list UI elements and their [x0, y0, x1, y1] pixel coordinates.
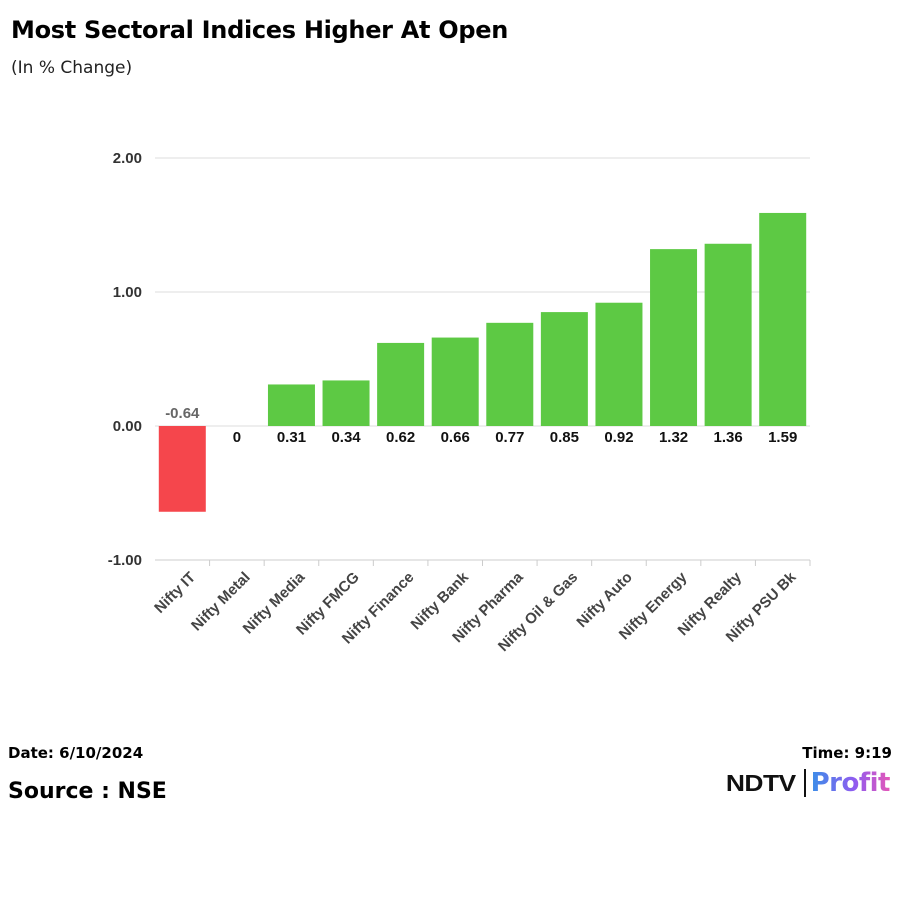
value-label: 1.36 [714, 429, 743, 446]
y-axis-ticks: -1.00 0.00 1.00 2.00 [108, 150, 142, 569]
time-label: Time: 9:19 [802, 744, 892, 762]
value-label: 0.92 [604, 429, 633, 446]
value-label: -0.64 [165, 405, 200, 422]
date-label: Date: 6/10/2024 [8, 744, 144, 762]
source-label: Source : NSE [8, 779, 167, 804]
y-tick-label: 0.00 [113, 418, 142, 435]
value-label: 0.62 [386, 429, 415, 446]
y-tick-label: 1.00 [113, 284, 142, 301]
value-label: 0.31 [277, 429, 306, 446]
value-label: 0.77 [495, 429, 524, 446]
x-tick-label: Nifty IT [151, 569, 199, 617]
logo-divider [803, 769, 806, 797]
value-label: 1.32 [659, 429, 688, 446]
logo-ndtv-text: NDTV [725, 769, 796, 796]
bar [650, 249, 698, 426]
bar [540, 312, 588, 426]
ndtv-profit-logo: NDTV Profit [726, 766, 891, 800]
value-label: 0.85 [550, 429, 579, 446]
bar [704, 243, 752, 426]
bar [267, 384, 315, 426]
value-label: 0.66 [441, 429, 470, 446]
chart-title: Most Sectoral Indices Higher At Open [11, 16, 509, 44]
y-tick-label: -1.00 [108, 552, 142, 569]
logo-profit-text: Profit [810, 768, 891, 798]
bar [158, 426, 206, 512]
bar [377, 342, 425, 426]
value-labels: -0.64 0 0.31 0.34 0.62 0.66 0.77 0.85 0.92 1.32 1.… [165, 405, 797, 446]
y-tick-label: 2.00 [113, 150, 142, 167]
bar [595, 302, 643, 426]
bars [158, 212, 807, 512]
bar-chart: -1.00 0.00 1.00 2.00 -0.64 0 0.31 0.34 0.62 0.66… [108, 150, 811, 655]
value-label: 1.59 [768, 429, 797, 446]
bar [322, 380, 370, 426]
value-label: 0 [233, 429, 241, 446]
bar [431, 337, 479, 426]
bar [759, 212, 807, 426]
bar [486, 322, 534, 426]
value-label: 0.34 [331, 429, 361, 446]
chart-subtitle: (In % Change) [11, 58, 133, 78]
